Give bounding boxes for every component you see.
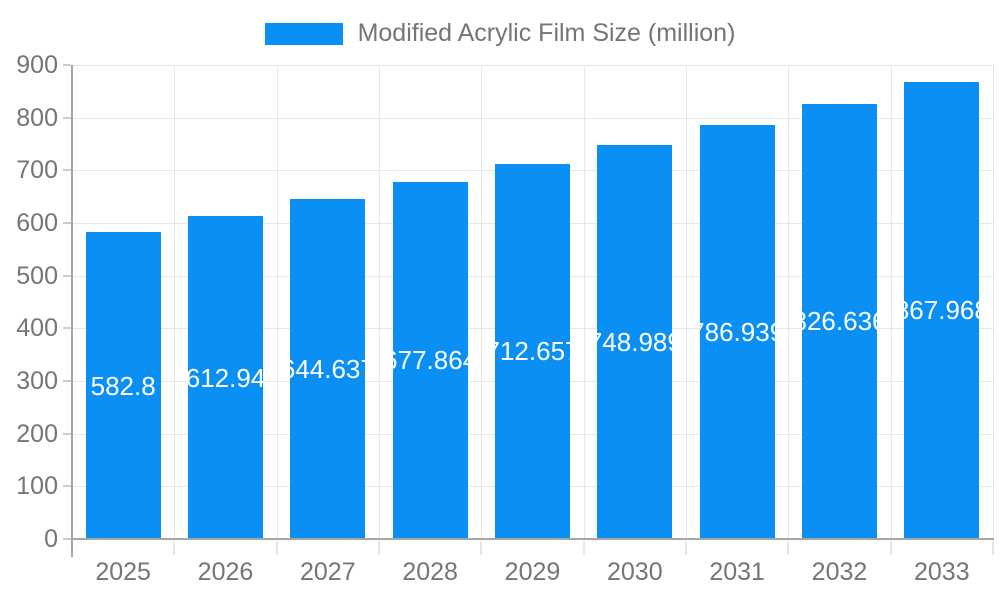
x-gridline	[583, 65, 585, 539]
y-tick-mark	[63, 538, 71, 540]
bar-2028[interactable]: 677.864	[392, 181, 468, 539]
legend[interactable]: Modified Acrylic Film Size (million)	[0, 21, 1000, 46]
bar-2029[interactable]: 712.657	[495, 163, 570, 539]
y-tick-label: 300	[16, 367, 58, 395]
x-tick-label: 2031	[709, 558, 765, 586]
y-tick-mark	[63, 116, 71, 119]
y-tick-label: 200	[16, 419, 58, 448]
x-gridline	[788, 65, 790, 539]
y-tick-mark	[63, 64, 71, 66]
y-tick-label: 400	[16, 314, 58, 343]
x-gridline	[174, 65, 176, 539]
y-tick-label: 800	[16, 103, 58, 132]
x-tick-mark	[787, 541, 790, 555]
y-tick-mark	[63, 222, 71, 224]
x-tick-mark	[173, 541, 176, 555]
bar-2026[interactable]: 612.94	[188, 216, 263, 539]
x-axis-line	[71, 538, 994, 540]
y-tick-label: 500	[16, 261, 58, 290]
y-tick-label: 600	[16, 209, 58, 237]
y-tick-mark	[63, 274, 71, 277]
bar-value-label: 612.94	[188, 362, 263, 393]
x-gridline	[993, 65, 994, 539]
y-tick-label: 0	[44, 525, 58, 553]
y-tick-label: 700	[16, 156, 58, 185]
x-tick-label: 2033	[914, 558, 970, 586]
bar-2027[interactable]: 644.637	[290, 199, 366, 539]
bar-value-label: 748.989	[597, 326, 672, 357]
y-tick-mark	[63, 432, 71, 435]
x-tick-mark	[889, 541, 892, 555]
y-tick-mark	[63, 380, 71, 382]
x-tick-label: 2026	[197, 558, 254, 586]
bar-value-label: 826.636	[802, 306, 877, 337]
x-gridline	[379, 65, 380, 539]
x-gridline	[686, 65, 687, 539]
bar-2031[interactable]: 786.939	[699, 124, 775, 539]
x-tick-mark	[275, 541, 278, 555]
x-tick-mark	[992, 541, 994, 555]
y-gridline	[72, 117, 993, 119]
bar-2032[interactable]: 826.636	[802, 103, 877, 539]
y-tick-label: 900	[16, 51, 58, 79]
x-tick-mark	[685, 541, 687, 555]
x-tick-mark	[582, 541, 585, 555]
x-tick-label: 2027	[300, 558, 356, 586]
x-tick-label: 2032	[811, 558, 868, 586]
x-tick-label: 2025	[95, 558, 151, 586]
bar-value-label: 786.939	[700, 316, 775, 347]
x-tick-label: 2028	[402, 558, 458, 586]
x-tick-mark	[480, 541, 483, 555]
y-gridline	[72, 65, 993, 66]
bar-2025[interactable]: 582.8	[85, 232, 161, 539]
y-tick-mark	[63, 485, 71, 488]
y-tick-label: 100	[16, 472, 58, 501]
bar-value-label: 644.637	[290, 354, 365, 385]
x-gridline	[890, 65, 892, 539]
bar-2030[interactable]: 748.989	[597, 144, 673, 539]
legend-swatch-icon	[264, 22, 343, 45]
bar-value-label: 867.968	[904, 295, 979, 326]
x-tick-label: 2030	[607, 558, 663, 586]
bar-value-label: 677.864	[393, 345, 468, 376]
x-gridline	[481, 65, 483, 539]
x-tick-label: 2029	[504, 558, 561, 586]
bar-value-label: 582.8	[90, 370, 156, 401]
y-tick-mark	[63, 327, 71, 330]
y-tick-mark	[63, 169, 71, 172]
legend-label: Modified Acrylic Film Size (million)	[357, 19, 736, 47]
x-tick-mark	[378, 541, 380, 555]
bar-2033[interactable]: 867.968	[904, 81, 980, 539]
bar-value-label: 712.657	[495, 336, 570, 367]
y-axis-line	[71, 65, 73, 557]
x-gridline	[276, 65, 278, 539]
